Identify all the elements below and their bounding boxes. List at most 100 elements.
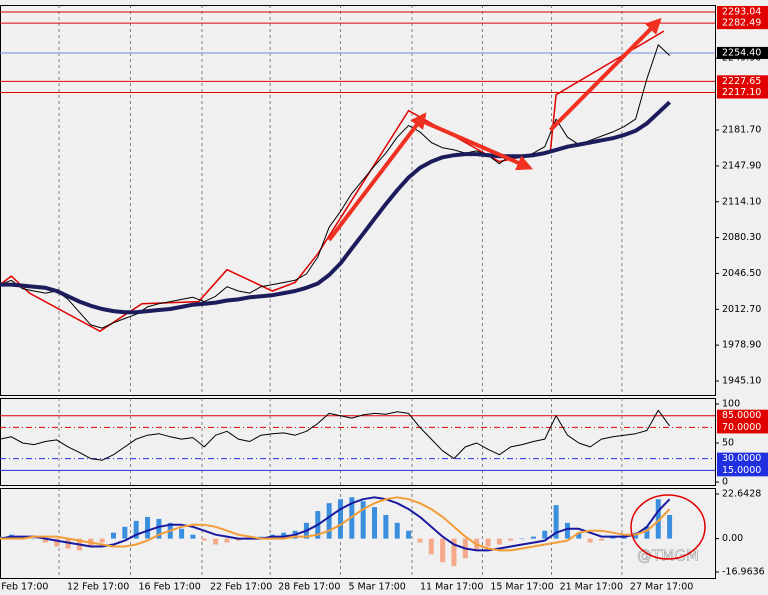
histogram-bar [644, 526, 650, 539]
y-tick-label: 0.00 [722, 533, 743, 544]
histogram-bar [122, 526, 128, 539]
histogram-bar [530, 536, 536, 539]
panel-frame [0, 5, 716, 396]
histogram-bar [383, 514, 389, 539]
histogram-bar [213, 538, 219, 545]
x-tick-label: 12 Feb 17:00 [67, 582, 129, 593]
level-label: 2282.49 [722, 18, 761, 29]
series-line [0, 100, 671, 315]
level-label: 2217.10 [722, 87, 761, 98]
histogram-bar [553, 505, 559, 539]
watermark: @TMGM [637, 547, 699, 565]
x-tick-label: 6 Feb 17:00 [0, 582, 48, 593]
histogram-bar [326, 503, 332, 539]
histogram-bar [496, 538, 502, 545]
x-tick-label: 5 Mar 17:00 [348, 582, 405, 593]
histogram-bar [519, 538, 525, 540]
plot-area [0, 398, 715, 485]
histogram-bar [485, 538, 491, 547]
y-tick-label: 2046.50 [722, 268, 761, 279]
level-label: 2254.40 [722, 47, 761, 58]
level-tag [717, 17, 768, 30]
y-tick-label: 2080.30 [722, 232, 761, 243]
histogram-bar [31, 538, 37, 540]
histogram-bar [156, 518, 162, 539]
histogram-bar [54, 538, 60, 547]
histogram-bar [587, 538, 593, 543]
plot-area [0, 5, 715, 395]
histogram-bar [508, 538, 514, 541]
histogram-bar [42, 538, 48, 543]
x-tick-label: 11 Mar 17:00 [420, 582, 483, 593]
histogram-bar [610, 536, 616, 539]
histogram-bar [576, 532, 582, 539]
series-line [0, 496, 671, 552]
histogram-bar [406, 530, 412, 539]
y-tick-label: 2181.70 [722, 125, 761, 136]
x-tick-label: 27 Mar 17:00 [630, 582, 693, 593]
trend-arrow [327, 112, 427, 242]
level-tag [717, 75, 768, 88]
level-tag [717, 421, 768, 434]
histogram-bar [110, 532, 116, 539]
level-tag [717, 5, 768, 18]
histogram-bar [224, 538, 230, 543]
level-tag [717, 452, 768, 465]
y-tick-label: 2012.70 [722, 304, 761, 315]
histogram-bar [655, 499, 661, 539]
level-label: 2293.04 [722, 6, 761, 17]
histogram-bar [372, 507, 378, 539]
panel: 22.6428 0.00 -16.9636 6 Feb 17:00 12 Feb 17:… [0, 488, 765, 593]
y-tick-label: 1945.10 [722, 375, 761, 386]
x-tick-label: 15 Mar 17:00 [490, 582, 553, 593]
histogram-bar [360, 501, 366, 539]
level-tag [717, 86, 768, 99]
histogram-bar [190, 534, 196, 539]
histogram-bar [99, 538, 105, 543]
y-tick-label: 22.6428 [722, 489, 761, 500]
level-label: 15.0000 [722, 465, 761, 476]
histogram-bar [599, 538, 605, 541]
y-tick-label: 2114.10 [722, 196, 761, 207]
y-tick-label: -16.9636 [722, 567, 765, 578]
trend-arrow [549, 17, 662, 132]
histogram-bar [667, 514, 673, 539]
level-label: 30.0000 [722, 453, 761, 464]
panel-frame [0, 488, 716, 579]
x-tick-label: 28 Feb 17:00 [278, 582, 340, 593]
histogram-bar [542, 530, 548, 539]
panel-frame [0, 398, 716, 486]
histogram-bar [394, 522, 400, 539]
histogram-bar [564, 522, 570, 539]
x-tick-label: 16 Feb 17:00 [139, 582, 201, 593]
trend-arrow [419, 118, 533, 171]
histogram-bar [451, 538, 457, 567]
histogram-bar [337, 499, 343, 539]
y-tick-label: 2147.90 [722, 160, 761, 171]
histogram-bar [201, 538, 207, 541]
x-tick-label: 21 Mar 17:00 [560, 582, 623, 593]
histogram-bar [145, 516, 151, 539]
level-tag [717, 464, 768, 477]
histogram-bar [440, 538, 446, 563]
series-line [0, 409, 671, 461]
highlight-circle [630, 494, 706, 560]
level-tag [717, 409, 768, 422]
panel: 2249.502181.702147.902114.102080.302046.… [0, 5, 768, 396]
plot-area [0, 488, 673, 578]
series-line [0, 496, 671, 552]
x-tick-label: 22 Feb 17:00 [210, 582, 272, 593]
y-tick-label: 1978.90 [722, 340, 761, 351]
y-tick-label: 50 [722, 438, 734, 449]
level-label: 70.0000 [722, 422, 761, 433]
histogram-bar [428, 538, 434, 555]
level-label: 85.0000 [722, 410, 761, 421]
histogram-bar [179, 528, 185, 539]
y-tick-label: 100 [722, 399, 740, 410]
y-tick-label: 0 [722, 477, 728, 488]
level-label: 2227.65 [722, 76, 761, 87]
histogram-bar [133, 520, 139, 539]
